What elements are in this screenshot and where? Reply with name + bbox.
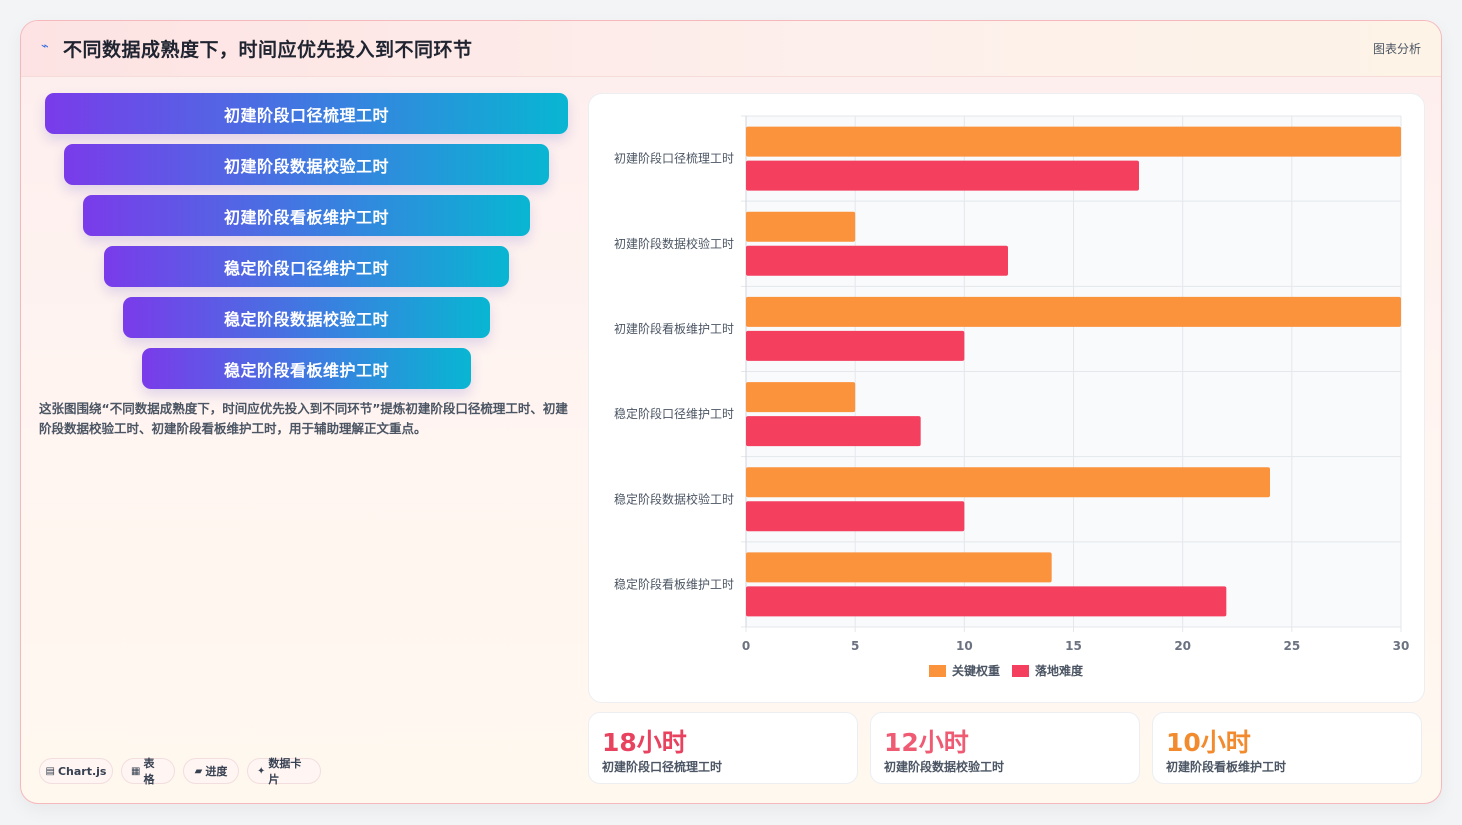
stat-card: 18小时 初建阶段口径梳理工时 [588,712,858,784]
funnel-item[interactable]: 稳定阶段数据校验工时 [123,297,490,338]
chip-label: Chart.js [57,764,107,778]
stat-card: 10小时 初建阶段看板维护工时 [1152,712,1422,784]
legend-swatch [929,665,946,677]
chart-icon: ▤ [45,765,55,777]
stat-label: 初建阶段数据校验工时 [884,760,1005,774]
bar [746,382,856,413]
main-card: ⌁ 不同数据成熟度下，时间应优先投入到不同环节 图表分析 初建阶段口径梳理工时 … [20,20,1442,804]
spark-icon: ⌁ [41,39,49,54]
bar [746,245,1008,276]
funnel-item[interactable]: 稳定阶段口径维护工时 [104,246,509,287]
bar [746,586,1227,617]
legend-label: 关键权重 [952,663,1000,678]
x-tick-label: 10 [956,639,973,653]
x-tick-label: 30 [1393,639,1410,653]
y-tick-label: 初建阶段口径梳理工时 [614,151,734,166]
chip-table[interactable]: ▦ 表格 [121,757,175,786]
legend-swatch [1012,665,1029,677]
bar [746,467,1270,498]
chip-label: 进度 [205,765,228,778]
y-tick-label: 稳定阶段看板维护工时 [614,576,734,591]
bar [746,330,965,361]
y-tick-label: 稳定阶段数据校验工时 [614,491,734,506]
header: ⌁ 不同数据成熟度下，时间应优先投入到不同环节 图表分析 [21,21,1441,77]
progress-icon: ▰ [194,765,203,777]
bar [746,296,1401,327]
bar [746,126,1401,157]
y-tick-label: 初建阶段数据校验工时 [614,236,734,251]
description-text: 这张图围绕“不同数据成熟度下，时间应优先投入到不同环节”提炼初建阶段口径梳理工时… [39,401,568,436]
bar-chart: 0 5 10 15 20 25 30 初建阶段口径梳理工时初建阶段数据校验工时初建阶段看板维护… [614,115,1410,678]
x-tick-label: 15 [1065,639,1082,653]
bar [746,160,1139,191]
page-title: 不同数据成熟度下，时间应优先投入到不同环节 [63,39,473,61]
funnel-item[interactable]: 初建阶段数据校验工时 [64,144,549,185]
funnel-item[interactable]: 初建阶段看板维护工时 [83,195,530,236]
bar [746,416,921,447]
chart-panel: 0 5 10 15 20 25 30 初建阶段口径梳理工时 初建阶段数据校验工时 初建阶段看板维护… [588,93,1425,703]
funnel-item[interactable]: 稳定阶段看板维护工时 [142,348,471,389]
chip-label: 数据卡片 [268,757,302,786]
bar [746,552,1052,583]
x-tick-label: 5 [851,639,859,653]
x-tick-label: 25 [1283,639,1300,653]
card-icon: ✦ [257,765,266,777]
legend-label: 落地难度 [1035,663,1084,678]
stat-value: 18小时 [602,728,687,757]
bar [746,211,856,242]
y-tick-label: 初建阶段看板维护工时 [614,321,734,336]
bar [746,501,965,532]
stat-label: 初建阶段口径梳理工时 [602,760,723,774]
x-tick-label: 20 [1174,639,1191,653]
chip-progress[interactable]: ▰ 进度 [183,758,239,784]
table-icon: ▦ [131,765,141,777]
chart-analysis-tag[interactable]: 图表分析 [1372,42,1421,56]
x-tick-label: 0 [742,639,750,653]
stat-value: 10小时 [1166,728,1251,757]
funnel-item[interactable]: 初建阶段口径梳理工时 [45,93,568,134]
chip-label: 表格 [143,757,155,786]
chip-chartjs[interactable]: ▤ Chart.js [39,758,113,784]
stat-value: 12小时 [884,728,969,757]
y-tick-label: 稳定阶段口径维护工时 [614,406,734,421]
stat-card: 12小时 初建阶段数据校验工时 [870,712,1140,784]
stat-label: 初建阶段看板维护工时 [1166,760,1287,774]
chip-data-card[interactable]: ✦ 数据卡片 [247,757,321,786]
